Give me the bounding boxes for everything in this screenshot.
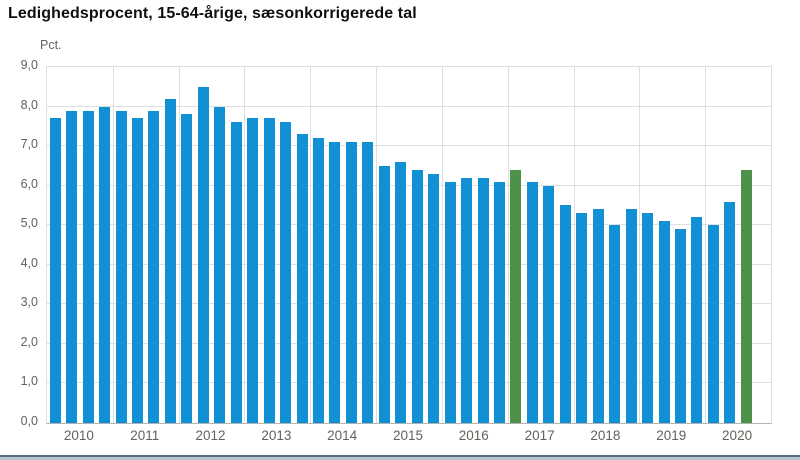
x-axis: 2010 2011 2012 2013 2014 2015 2016 2017 2018 2019… <box>46 428 770 448</box>
bar-2018-q3 <box>609 225 621 423</box>
v-gridline <box>573 67 575 423</box>
bar-2017-q4 <box>559 205 571 423</box>
bar-2012-q3 <box>214 106 226 423</box>
footer-divider <box>0 455 800 460</box>
x-tick-label-2011: 2011 <box>130 428 160 443</box>
x-tick-label-2013: 2013 <box>261 428 292 443</box>
x-tick-label-2015: 2015 <box>392 428 423 443</box>
bar-2013-q2 <box>263 118 275 423</box>
v-gridline <box>639 67 641 423</box>
bar-2014-q2 <box>329 142 341 423</box>
bar-2019-q2 <box>658 221 670 423</box>
v-gridline <box>112 67 114 423</box>
bar-2020-q3 <box>740 169 752 423</box>
bar-2014-q3 <box>345 142 357 423</box>
x-tick-label-2012: 2012 <box>195 428 226 443</box>
v-gridline <box>507 67 509 423</box>
bar-2012-q4 <box>230 122 242 423</box>
bar-2016-q1 <box>444 181 456 423</box>
bar-2011-q1 <box>115 110 127 423</box>
y-tick-label: 1,0 <box>20 374 38 389</box>
v-gridline <box>441 67 443 423</box>
x-tick-label-2016: 2016 <box>458 428 489 443</box>
y-tick-label: 7,0 <box>20 137 38 152</box>
y-axis: 0,0 1,0 2,0 3,0 4,0 5,0 6,0 7,0 8,0 9,0 <box>0 58 38 428</box>
h-gridline <box>47 105 771 107</box>
h-gridline <box>47 184 771 186</box>
h-gridline <box>47 263 771 265</box>
y-axis-unit-label: Pct. <box>40 38 62 52</box>
bar-2013-q1 <box>247 118 259 423</box>
bar-2014-q4 <box>362 142 374 423</box>
bar-2015-q3 <box>411 169 423 423</box>
bar-2020-q1 <box>707 225 719 423</box>
y-tick-label: 4,0 <box>20 255 38 270</box>
bar-2019-q3 <box>675 229 686 423</box>
bar-2013-q4 <box>296 134 308 423</box>
bar-2011-q4 <box>164 98 176 423</box>
bar-2011-q3 <box>148 110 160 423</box>
bar-2019-q4 <box>691 217 703 423</box>
v-gridline <box>705 67 707 423</box>
h-gridline <box>47 342 771 344</box>
x-tick-label-2018: 2018 <box>590 428 621 443</box>
x-tick-label-2019: 2019 <box>656 428 687 443</box>
bar-2016-q4 <box>494 181 505 423</box>
bar-2019-q1 <box>642 213 654 423</box>
y-tick-label: 8,0 <box>20 97 38 112</box>
bar-2017-q3 <box>543 185 555 423</box>
y-tick-label: 9,0 <box>20 58 38 72</box>
y-tick-label: 3,0 <box>20 295 38 310</box>
bar-2020-q2 <box>724 201 736 423</box>
v-gridline <box>376 67 378 423</box>
y-tick-label: 2,0 <box>20 334 38 349</box>
chart-title: Ledighedsprocent, 15-64-årige, sæsonkorr… <box>8 5 417 22</box>
plot-area <box>46 66 772 424</box>
bar-2013-q3 <box>280 122 292 423</box>
bar-2010-q1 <box>49 118 61 423</box>
bar-2015-q2 <box>395 161 407 423</box>
h-gridline <box>47 145 771 147</box>
bar-2011-q2 <box>132 118 143 423</box>
bar-2017-q2 <box>526 181 538 423</box>
x-tick-label-2014: 2014 <box>327 428 358 443</box>
v-gridline <box>178 67 180 423</box>
y-tick-label: 6,0 <box>20 176 38 191</box>
y-tick-label: 5,0 <box>20 216 38 231</box>
bar-2015-q4 <box>428 173 440 423</box>
bar-2010-q3 <box>82 110 94 423</box>
bar-2010-q4 <box>99 106 111 423</box>
bar-2018-q2 <box>592 209 604 423</box>
bar-2015-q1 <box>378 165 390 423</box>
x-tick-label-2020: 2020 <box>722 428 753 443</box>
h-gridline <box>47 382 771 384</box>
bar-2016-q2 <box>461 177 473 423</box>
bar-2010-q2 <box>66 110 78 423</box>
bar-2018-q1 <box>576 213 588 423</box>
bar-2016-q3 <box>477 177 489 423</box>
bar-2012-q1 <box>181 114 193 423</box>
y-tick-label: 0,0 <box>20 414 38 428</box>
v-gridline <box>310 67 312 423</box>
bar-2014-q1 <box>313 138 324 423</box>
v-gridline <box>244 67 246 423</box>
h-gridline <box>47 224 771 226</box>
x-tick-label-2010: 2010 <box>63 428 94 443</box>
bar-2018-q4 <box>625 209 637 423</box>
bar-2017-q1 <box>510 169 522 423</box>
h-gridline <box>47 303 771 305</box>
x-tick-label-2017: 2017 <box>524 428 555 443</box>
bar-2012-q2 <box>197 86 209 423</box>
